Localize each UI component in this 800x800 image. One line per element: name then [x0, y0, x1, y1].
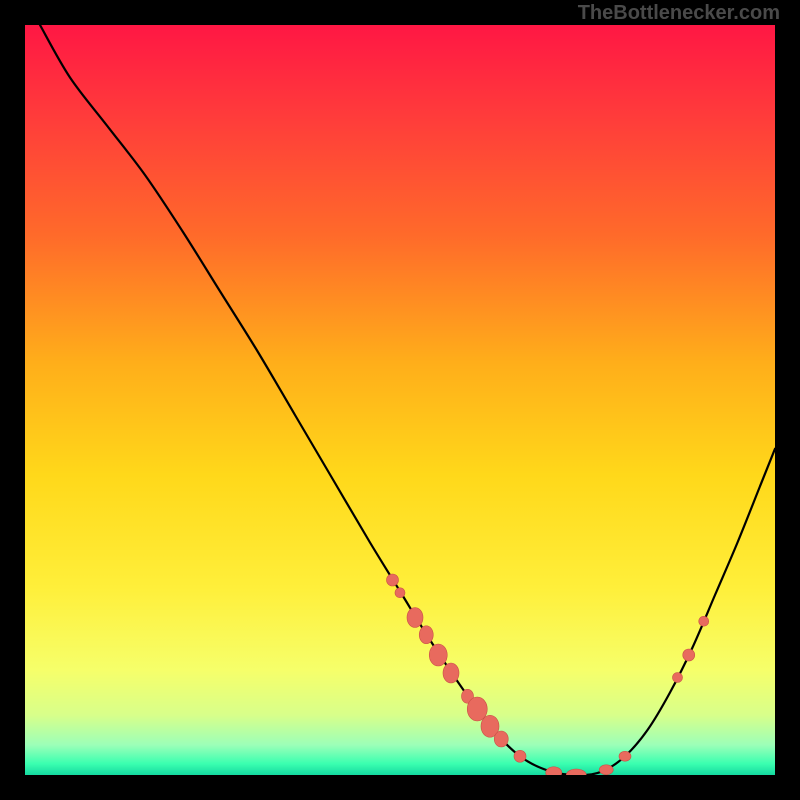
- marker-point: [494, 731, 508, 747]
- marker-point: [407, 608, 423, 628]
- marker-point: [599, 765, 613, 775]
- chart-container: TheBottlenecker.com: [0, 0, 800, 800]
- plot-svg: [25, 25, 775, 775]
- plot-background: [25, 25, 775, 775]
- plot-area: [25, 25, 775, 775]
- marker-point: [443, 663, 459, 683]
- marker-point: [419, 626, 433, 644]
- marker-point: [395, 588, 405, 598]
- marker-point: [514, 750, 526, 762]
- marker-point: [429, 644, 447, 666]
- marker-point: [619, 751, 631, 761]
- watermark-label: TheBottlenecker.com: [578, 2, 780, 25]
- marker-point: [673, 673, 683, 683]
- marker-point: [699, 616, 709, 626]
- marker-point: [387, 574, 399, 586]
- marker-point: [683, 649, 695, 661]
